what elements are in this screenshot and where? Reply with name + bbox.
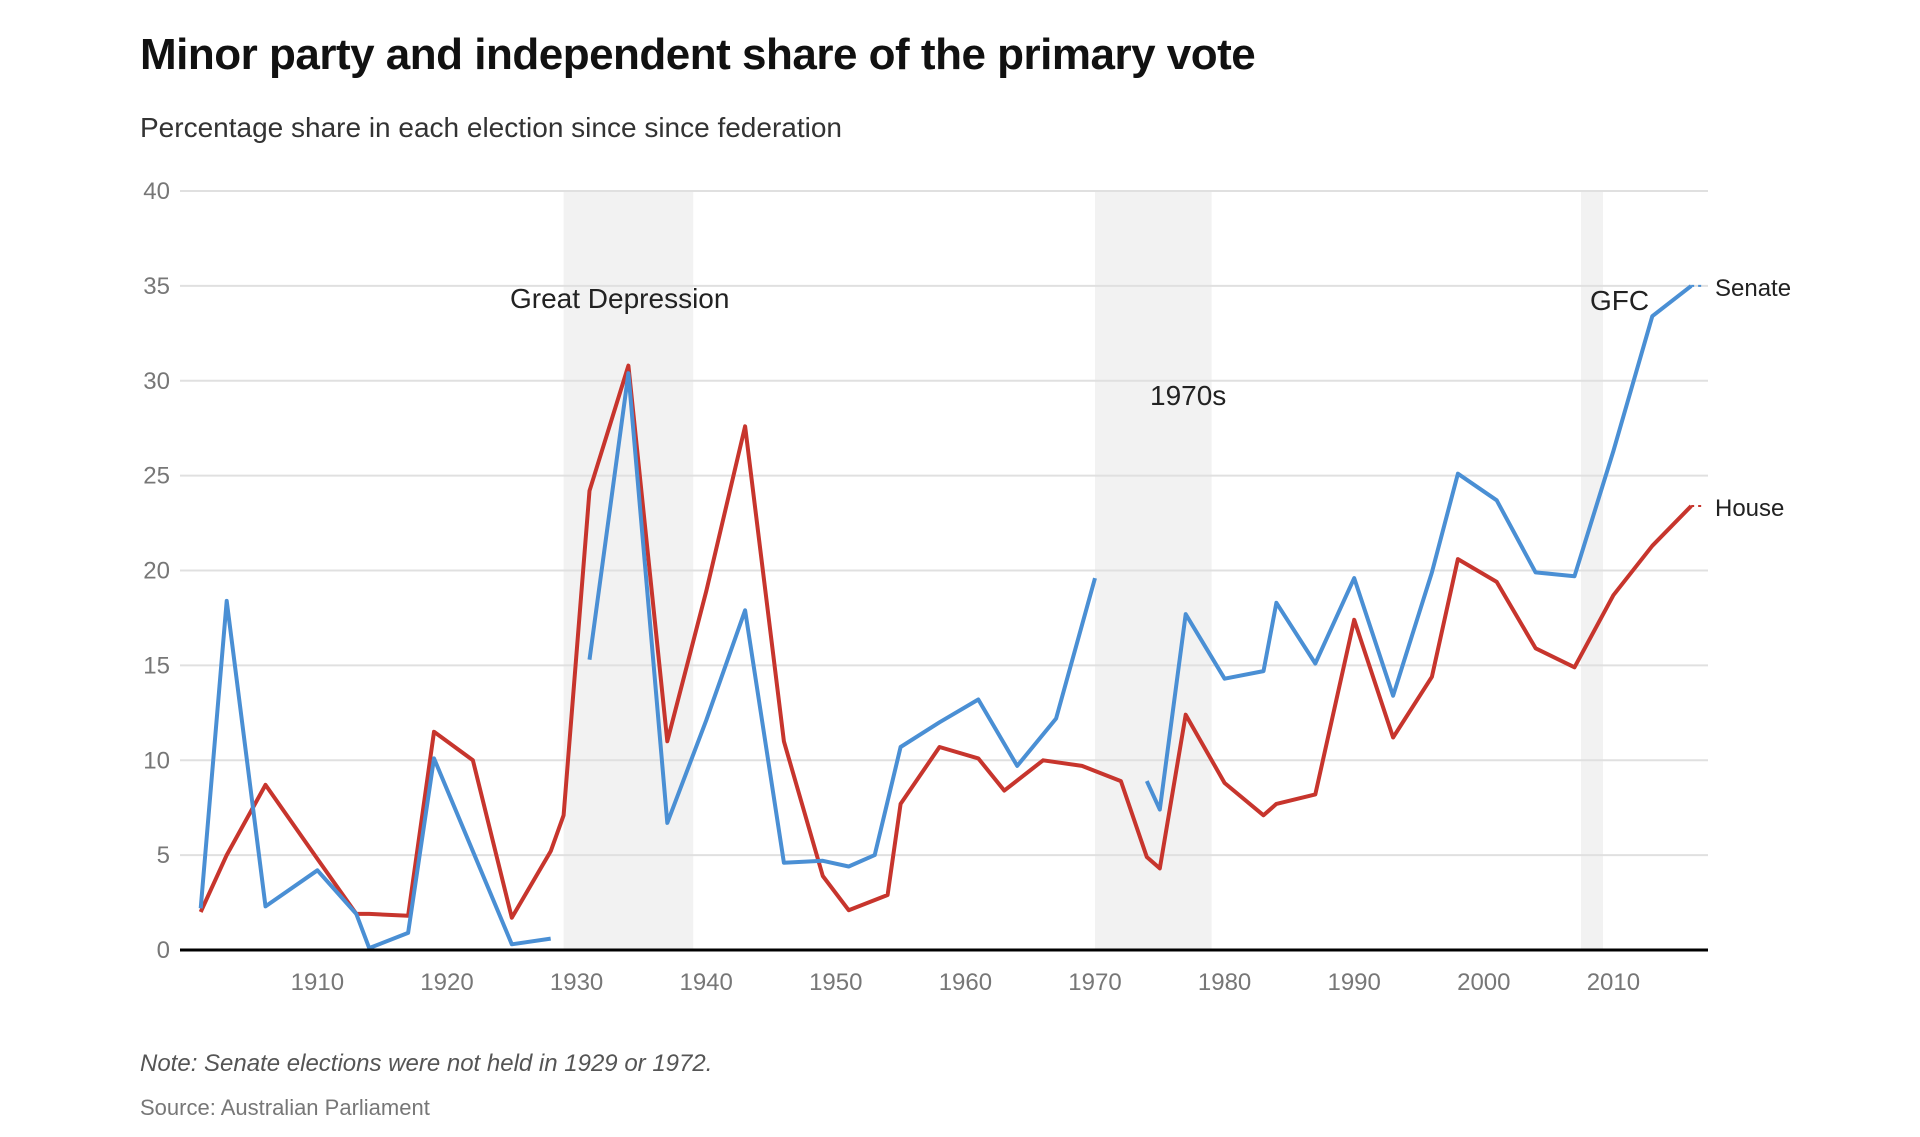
x-tick-label: 1950	[809, 969, 862, 996]
y-tick-label: 5	[157, 842, 170, 869]
annotation-label: GFC	[1590, 285, 1649, 316]
y-tick-label: 30	[143, 368, 170, 395]
x-tick-label: 1980	[1198, 969, 1251, 996]
x-tick-label: 1930	[550, 969, 603, 996]
y-tick-label: 20	[143, 558, 170, 585]
annotation-labels: Great Depression 1970s GFC	[510, 283, 1649, 411]
x-tick-label: 2000	[1457, 969, 1510, 996]
y-tick-label: 25	[143, 463, 170, 490]
x-tick-label: 1910	[291, 969, 344, 996]
series-line-senate	[1144, 284, 1693, 812]
y-axis-ticks: 0 5 10 15 20 25 30 35 40	[143, 178, 170, 964]
x-tick-label: 1960	[939, 969, 992, 996]
series-line-senate	[198, 598, 551, 951]
y-tick-label: 0	[157, 937, 170, 964]
x-tick-label: 1970	[1068, 969, 1121, 996]
y-tick-label: 10	[143, 747, 170, 774]
y-tick-label: 15	[143, 652, 170, 679]
series-labels: Senate House	[1691, 275, 1791, 522]
chart-note: Note: Senate elections were not held in …	[140, 1050, 713, 1077]
x-tick-label: 1920	[420, 969, 473, 996]
series-line-house	[198, 363, 1693, 920]
y-tick-label: 35	[143, 273, 170, 300]
chart-subtitle: Percentage share in each election since …	[140, 112, 842, 143]
series-line-senate	[587, 371, 1097, 869]
y-tick-label: 40	[143, 178, 170, 205]
series-label-senate: Senate	[1715, 275, 1791, 302]
gridlines	[180, 190, 1708, 857]
x-axis-ticks: 1910 1920 1930 1940 1950 1960 1970 1980 1990 2000…	[291, 969, 1640, 996]
chart-title: Minor party and independent share of the…	[140, 30, 1256, 79]
x-tick-label: 1990	[1327, 969, 1380, 996]
annotation-label: Great Depression	[510, 283, 729, 314]
series-label-house: House	[1715, 495, 1784, 522]
x-tick-label: 2010	[1587, 969, 1640, 996]
series-lines	[198, 284, 1693, 951]
x-tick-label: 1940	[679, 969, 732, 996]
annotation-label: 1970s	[1150, 380, 1226, 411]
chart-source: Source: Australian Parliament	[140, 1095, 430, 1120]
